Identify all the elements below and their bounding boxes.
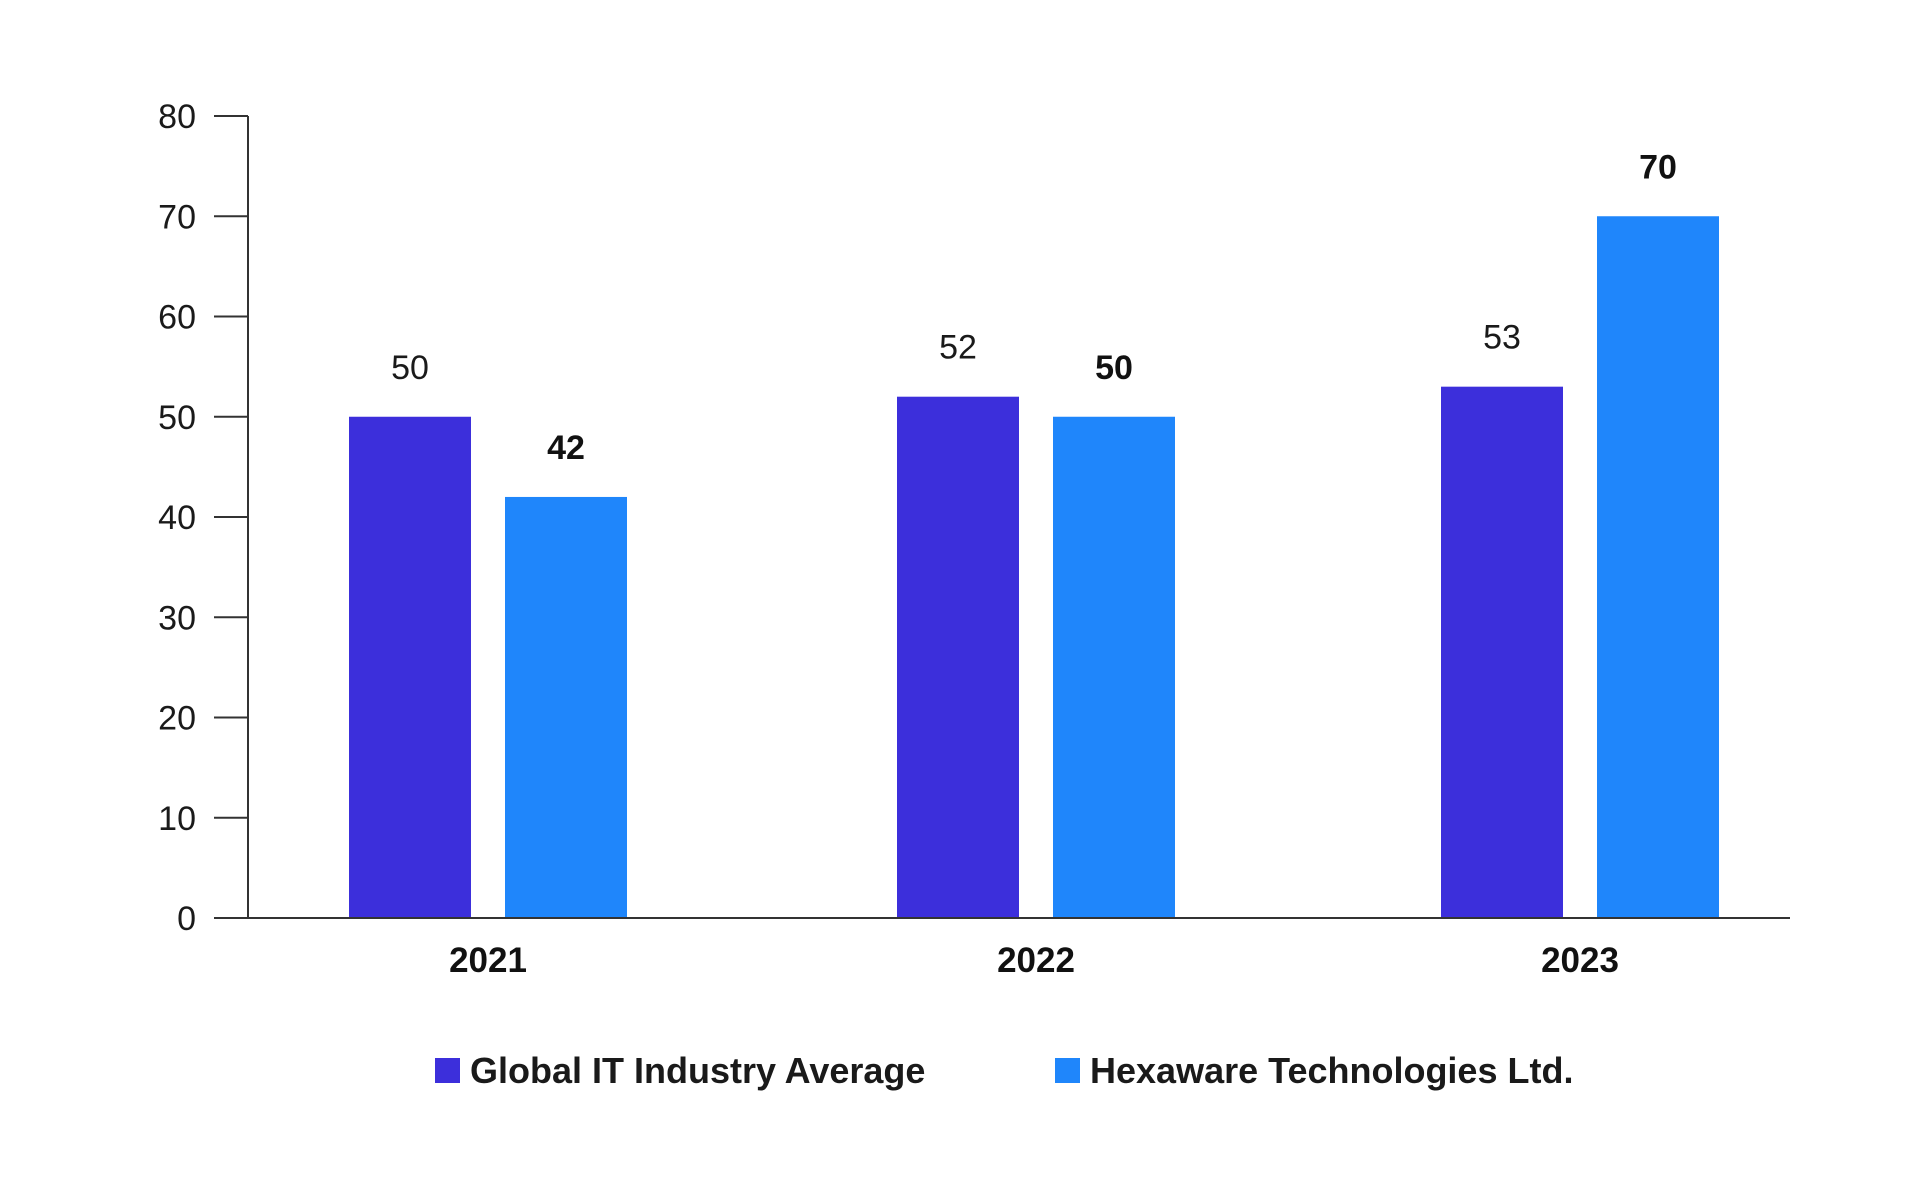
data-labels: 50 42 52 50 53 70 <box>391 148 1677 467</box>
bar-2023-series-1 <box>1441 386 1563 918</box>
bar-2023-series-2 <box>1597 216 1719 918</box>
bars <box>349 216 1719 918</box>
y-axis: 0 10 20 30 40 50 60 70 80 <box>158 98 249 938</box>
bar-2021-series-2 <box>505 496 627 918</box>
legend-swatch <box>1055 1058 1080 1083</box>
x-tick-label: 2023 <box>1541 941 1619 980</box>
y-tick-label: 20 <box>158 700 196 738</box>
bar-2022-series-1 <box>897 396 1019 918</box>
legend-swatch <box>435 1058 460 1083</box>
data-label: 50 <box>391 349 429 387</box>
y-tick-label: 10 <box>158 800 196 838</box>
bar-2022-series-2 <box>1053 416 1175 918</box>
y-tick-label: 70 <box>158 198 196 236</box>
data-label: 50 <box>1095 349 1133 387</box>
legend-label: Hexaware Technologies Ltd. <box>1090 1050 1573 1091</box>
y-tick-label: 60 <box>158 299 196 337</box>
bar-2021-series-1 <box>349 416 471 918</box>
y-tick-label: 50 <box>158 399 196 437</box>
y-tick-label: 80 <box>158 98 196 136</box>
x-axis: 2021 2022 2023 <box>214 917 1790 980</box>
x-tick-label: 2022 <box>997 941 1075 980</box>
y-tick-label: 30 <box>158 599 196 637</box>
y-tick-label: 40 <box>158 499 196 537</box>
x-tick-label: 2021 <box>449 941 527 980</box>
y-tick-label: 0 <box>177 900 196 938</box>
data-label: 52 <box>939 329 977 367</box>
data-label: 70 <box>1639 148 1677 186</box>
legend-label: Global IT Industry Average <box>470 1050 925 1091</box>
data-label: 42 <box>547 429 585 467</box>
data-label: 53 <box>1483 319 1521 357</box>
legend: Global IT Industry Average Hexaware Techn… <box>435 1050 1573 1091</box>
